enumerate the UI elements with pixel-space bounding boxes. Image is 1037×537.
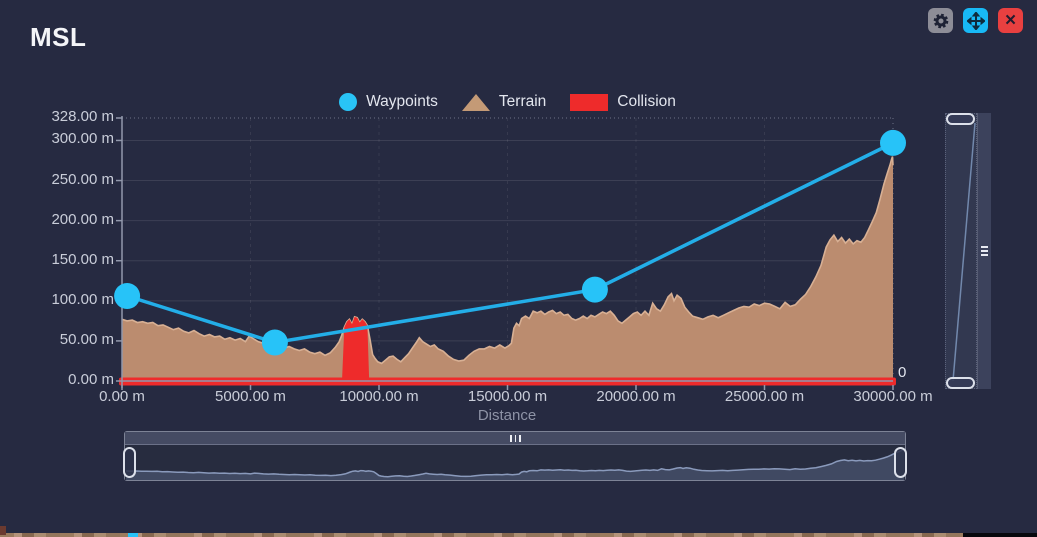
settings-button[interactable] <box>928 8 953 33</box>
navigator-grip-icon[interactable] <box>510 435 521 442</box>
x-axis-label: 30000.00 m <box>853 388 933 405</box>
x-axis-label: 15000.00 m <box>467 388 548 405</box>
page-title: MSL <box>30 22 87 52</box>
gear-icon <box>932 12 950 30</box>
close-button[interactable]: × <box>998 8 1023 33</box>
waypoint-marker[interactable] <box>114 283 141 309</box>
background-map-strip-dark <box>963 533 1037 537</box>
x-axis-label: 25000.00 m <box>724 388 805 405</box>
legend-label: Terrain <box>498 93 547 110</box>
collision-swatch-icon <box>570 93 609 111</box>
waypoint-marker[interactable] <box>261 329 288 356</box>
chart-legend: Waypoints Terrain Collision <box>122 90 893 114</box>
legend-item-waypoints[interactable]: Waypoints <box>339 93 438 111</box>
distance-navigator[interactable] <box>123 431 907 481</box>
legend-label: Waypoints <box>366 93 438 110</box>
legend-item-collision[interactable]: Collision <box>570 93 676 111</box>
vertical-slider-bottom-handle[interactable] <box>946 377 975 389</box>
background-map-strip-accent <box>128 533 138 537</box>
background-map-notch <box>0 526 6 535</box>
collision-zone <box>342 316 370 381</box>
waypoint-marker[interactable] <box>581 276 608 303</box>
vertical-slider-top-handle[interactable] <box>946 113 975 125</box>
y-axis-label: 150.00 m <box>51 250 114 268</box>
waypoints-line <box>126 141 894 345</box>
x-axis-label: 5000.00 m <box>215 388 286 405</box>
waypoints-swatch-icon <box>339 93 358 111</box>
right-axis-zero-label: 0 <box>898 364 907 381</box>
y-axis-label: 250.00 m <box>51 170 114 188</box>
y-axis-label: 50.00 m <box>59 330 114 348</box>
navigator-terrain-preview <box>125 448 905 480</box>
navigator-left-handle[interactable] <box>123 447 136 478</box>
y-axis-label: 100.00 m <box>51 290 114 308</box>
pan-button[interactable] <box>963 8 988 33</box>
terrain-swatch-icon <box>461 93 490 111</box>
x-axis-label: 10000.00 m <box>339 388 419 405</box>
y-axis-label: 300.00 m <box>51 130 114 148</box>
y-axis-label: 0.00 m <box>68 371 114 388</box>
x-axis-label: 0.00 m <box>99 388 145 405</box>
terrain-area <box>122 156 893 381</box>
x-axis-label: 20000.00 m <box>596 388 676 405</box>
close-icon: × <box>1004 10 1017 31</box>
vertical-slider-track[interactable] <box>945 113 977 389</box>
vertical-slider-grip-icon[interactable] <box>981 246 988 256</box>
navigator-terrain-area <box>126 449 904 480</box>
navigator-right-handle[interactable] <box>894 447 907 478</box>
waypoint-marker[interactable] <box>880 129 906 156</box>
legend-item-terrain[interactable]: Terrain <box>461 93 547 111</box>
move-arrows-icon <box>966 11 985 30</box>
background-map-strip <box>0 533 963 537</box>
vertical-range-slider[interactable] <box>945 113 991 389</box>
vertical-slider-profile <box>952 122 976 382</box>
navigator-scroll-rail[interactable] <box>125 432 905 445</box>
x-axis-title: Distance <box>477 407 537 424</box>
legend-label: Collision <box>617 93 676 110</box>
y-axis-label: 200.00 m <box>51 210 114 228</box>
navigator-terrain-line <box>125 448 905 478</box>
navigator-view[interactable] <box>125 445 905 480</box>
y-axis-label: 328.00 m <box>51 108 114 125</box>
